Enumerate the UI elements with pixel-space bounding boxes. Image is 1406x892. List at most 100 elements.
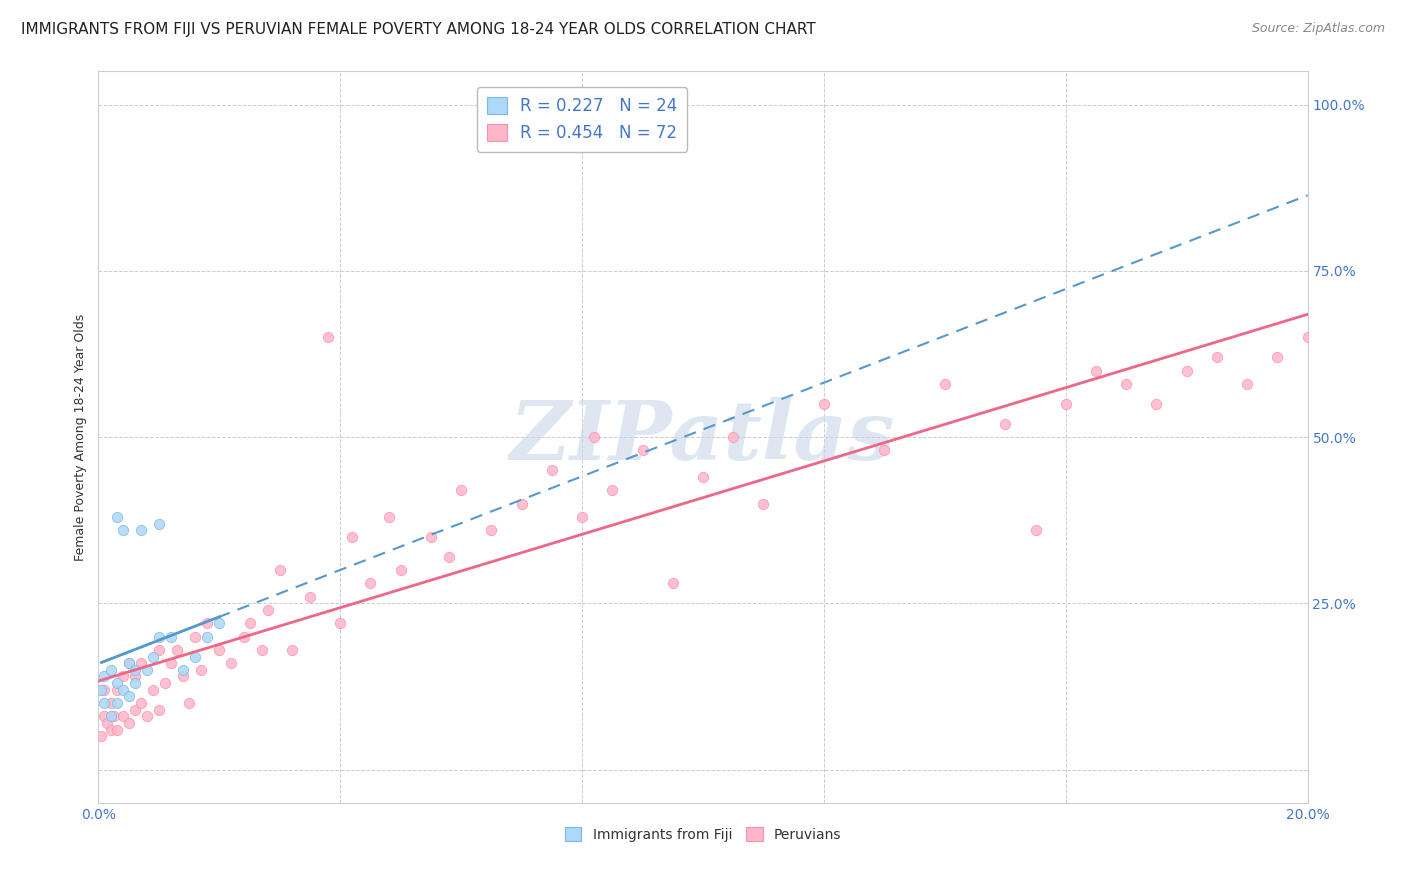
Point [100, 723, 122, 737]
Point [105, 723, 128, 737]
Point [172, 663, 194, 677]
Point [1267, 351, 1289, 365]
Point [540, 463, 562, 477]
Point [239, 616, 262, 631]
Point [124, 676, 146, 690]
Point [1206, 351, 1229, 365]
Point [100, 663, 122, 677]
Point [111, 709, 134, 723]
Point [437, 549, 460, 564]
Point [100, 709, 122, 723]
Point [190, 663, 212, 677]
Point [583, 430, 606, 444]
Point [118, 656, 141, 670]
Point [124, 703, 146, 717]
Point [90, 729, 112, 743]
Point [420, 530, 443, 544]
Point [148, 630, 170, 644]
Point [269, 563, 291, 577]
Point [1054, 397, 1077, 411]
Point [281, 643, 304, 657]
Point [103, 709, 125, 723]
Point [329, 616, 352, 631]
Point [166, 643, 188, 657]
Point [93, 696, 115, 710]
Point [813, 397, 835, 411]
Point [142, 649, 165, 664]
Point [153, 676, 176, 690]
Point [342, 530, 364, 544]
Point [1144, 397, 1167, 411]
Point [250, 643, 273, 657]
Point [148, 643, 170, 657]
Text: ZIPatlas: ZIPatlas [510, 397, 896, 477]
Point [124, 669, 146, 683]
Point [105, 682, 128, 697]
Point [160, 656, 183, 670]
Point [195, 630, 218, 644]
Point [752, 497, 775, 511]
Point [450, 483, 472, 498]
Point [129, 696, 152, 710]
Point [105, 676, 128, 690]
Point [360, 576, 382, 591]
Point [184, 649, 207, 664]
Point [93, 709, 115, 723]
Point [93, 682, 115, 697]
Point [129, 656, 152, 670]
Point [118, 656, 141, 670]
Text: Source: ZipAtlas.com: Source: ZipAtlas.com [1251, 22, 1385, 36]
Point [111, 669, 134, 683]
Point [221, 656, 243, 670]
Point [994, 417, 1017, 431]
Y-axis label: Female Poverty Among 18-24 Year Olds: Female Poverty Among 18-24 Year Olds [73, 313, 87, 561]
Point [1236, 376, 1258, 391]
Point [124, 663, 146, 677]
Legend: Immigrants from Fiji, Peruvians: Immigrants from Fiji, Peruvians [560, 822, 846, 847]
Point [111, 523, 134, 537]
Point [90, 682, 112, 697]
Point [571, 509, 593, 524]
Point [135, 709, 157, 723]
Point [118, 716, 141, 731]
Point [172, 669, 194, 683]
Point [316, 330, 339, 344]
Point [377, 509, 399, 524]
Point [148, 703, 170, 717]
Point [692, 470, 714, 484]
Point [129, 523, 152, 537]
Point [118, 690, 141, 704]
Point [208, 616, 231, 631]
Point [100, 696, 122, 710]
Point [873, 443, 896, 458]
Point [602, 483, 624, 498]
Point [1296, 330, 1319, 344]
Point [179, 696, 201, 710]
Point [208, 643, 231, 657]
Point [1175, 363, 1198, 377]
Point [148, 516, 170, 531]
Point [723, 430, 745, 444]
Point [232, 630, 254, 644]
Point [105, 696, 128, 710]
Point [934, 376, 956, 391]
Point [96, 716, 118, 731]
Point [1085, 363, 1108, 377]
Point [1115, 376, 1137, 391]
Point [299, 590, 322, 604]
Point [111, 682, 134, 697]
Point [1024, 523, 1046, 537]
Point [160, 630, 183, 644]
Point [93, 669, 115, 683]
Point [184, 630, 207, 644]
Point [195, 616, 218, 631]
Point [135, 663, 157, 677]
Point [631, 443, 654, 458]
Point [105, 509, 128, 524]
Point [510, 497, 533, 511]
Point [142, 682, 165, 697]
Point [256, 603, 278, 617]
Point [481, 523, 503, 537]
Point [661, 576, 683, 591]
Text: IMMIGRANTS FROM FIJI VS PERUVIAN FEMALE POVERTY AMONG 18-24 YEAR OLDS CORRELATIO: IMMIGRANTS FROM FIJI VS PERUVIAN FEMALE … [21, 22, 815, 37]
